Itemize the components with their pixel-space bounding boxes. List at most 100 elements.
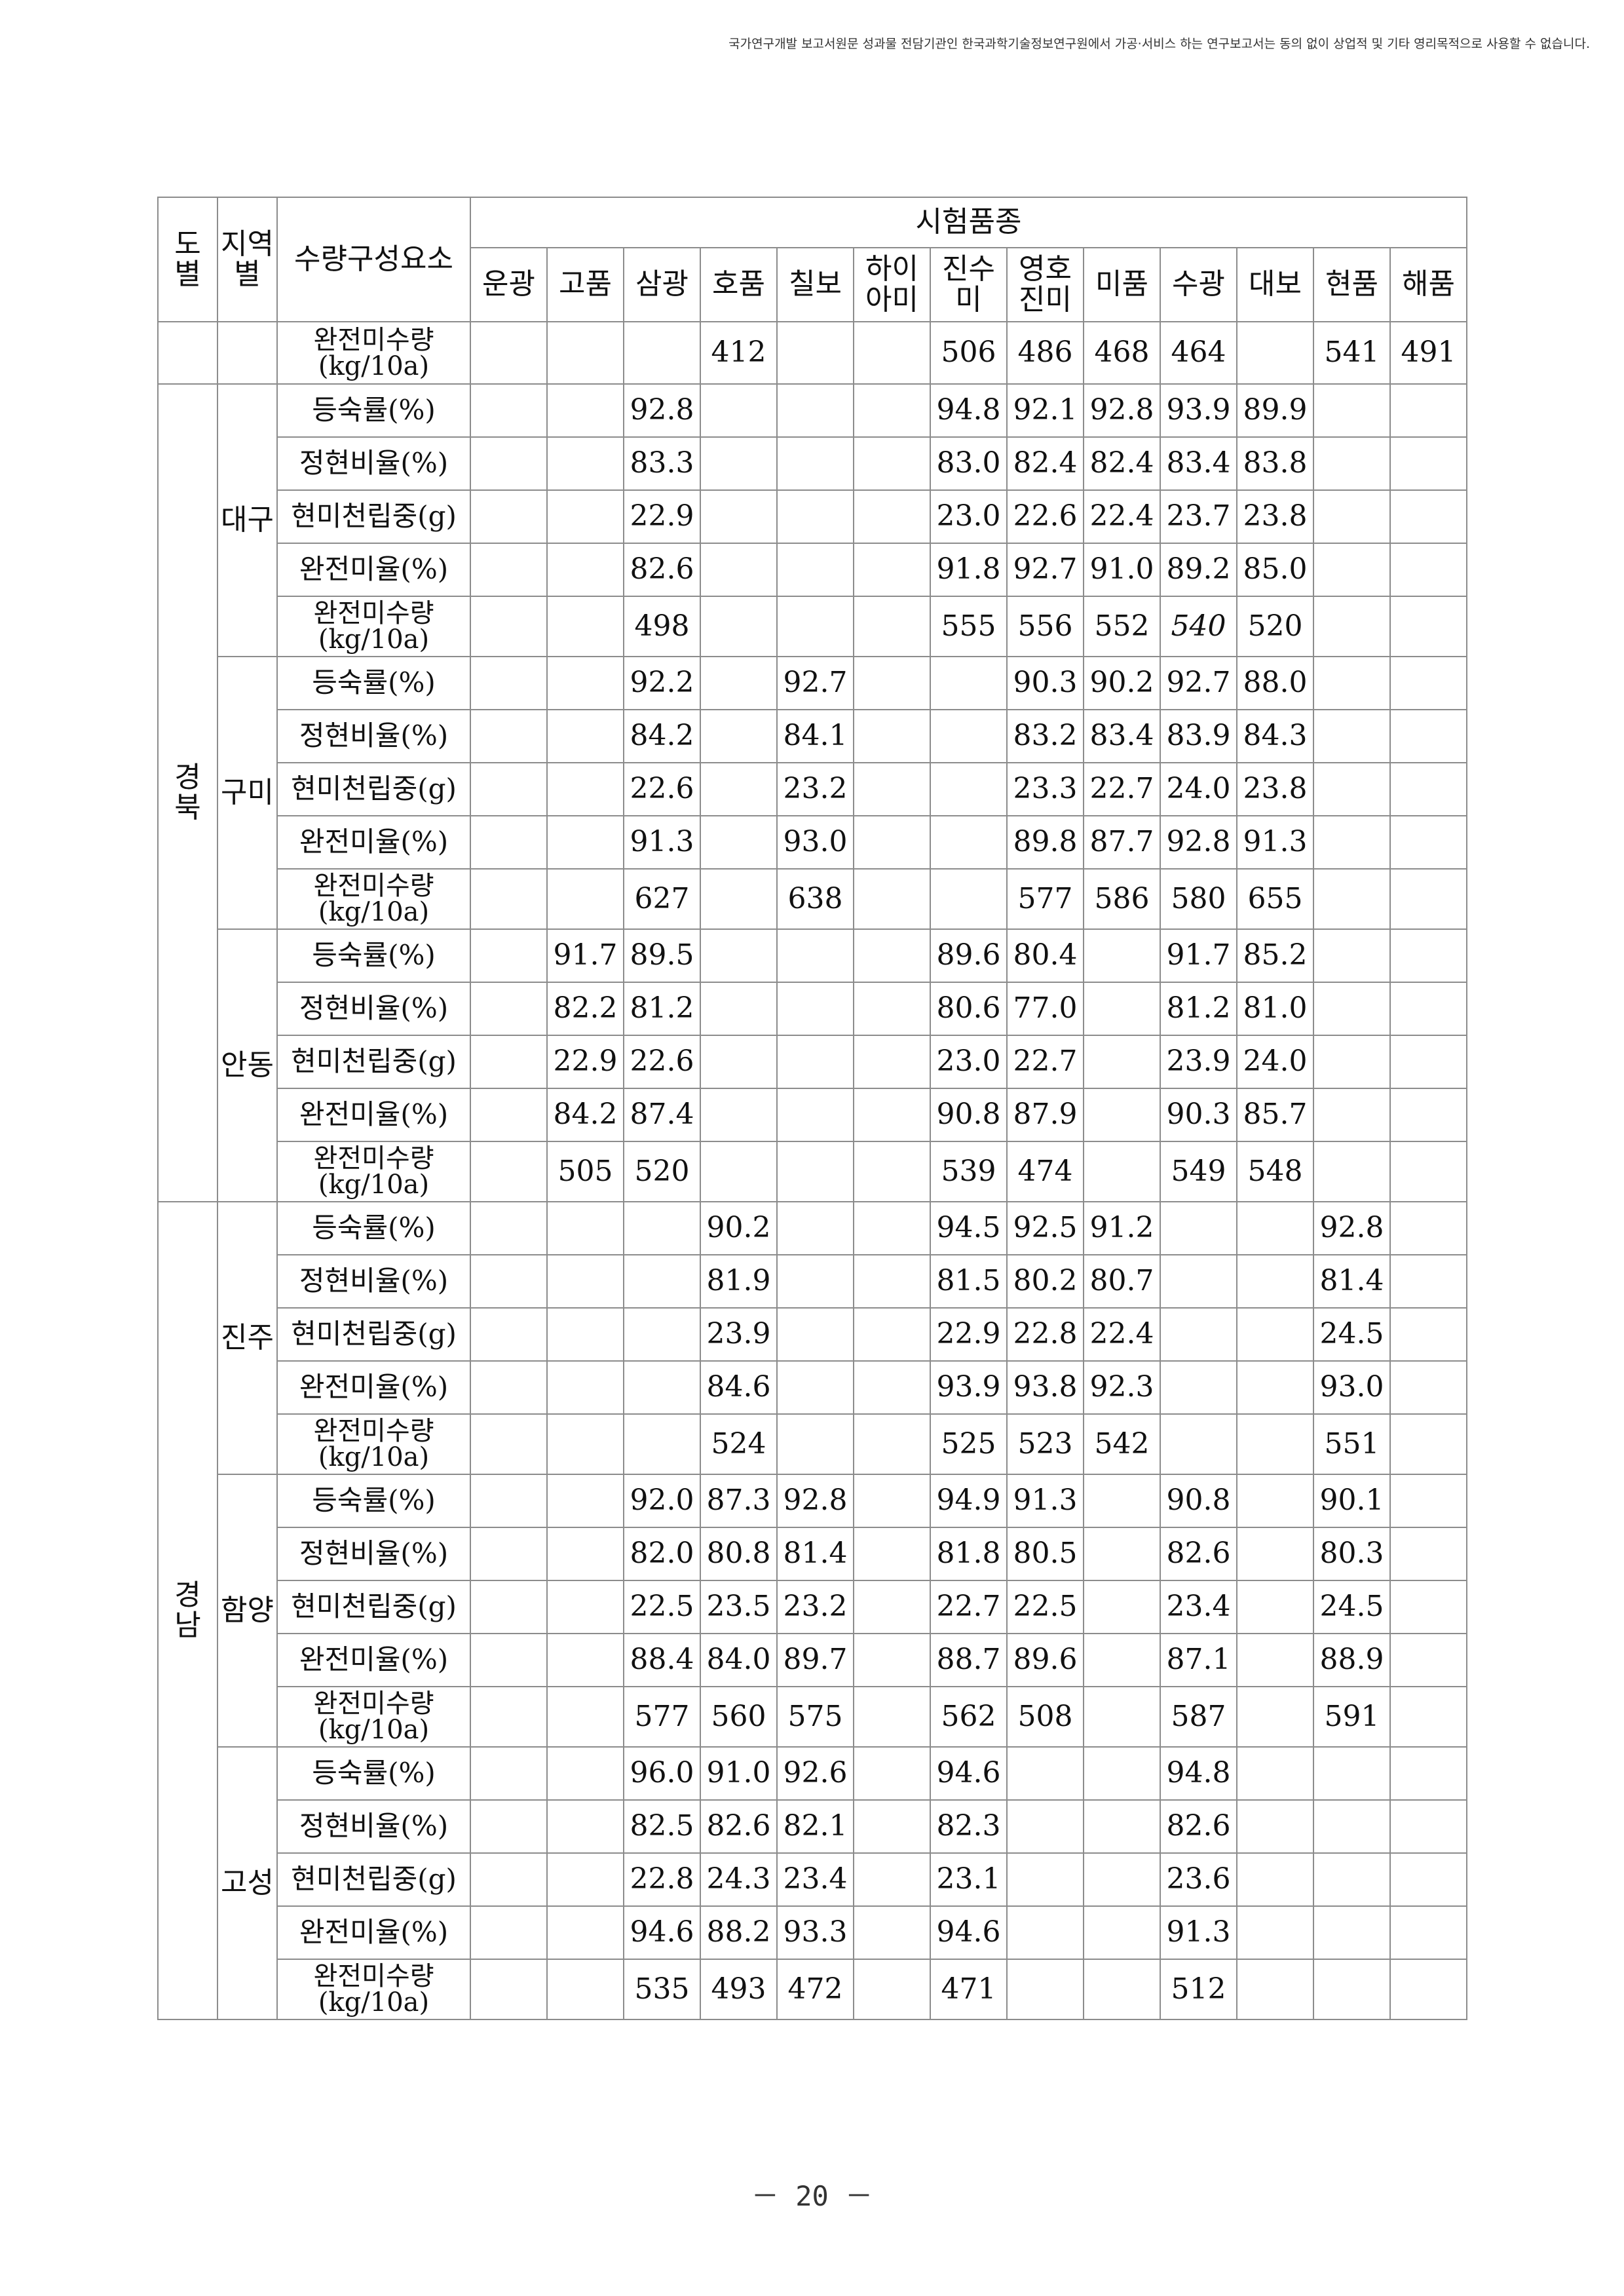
value-cell: 551 [1313,1413,1391,1475]
value-cell [1236,1413,1314,1475]
value-cell [853,1686,931,1748]
value-cell [1083,1088,1161,1142]
value-cell [1313,1799,1391,1854]
value-cell [853,815,931,870]
component-label: 등숙률(%) [276,928,471,983]
value-cell [853,1360,931,1415]
value-cell: 22.4 [1083,1307,1161,1362]
value-cell: 491 [1389,321,1467,385]
component-label-text: 완전미율(%) [299,826,449,858]
region-cell: 함양 [217,1474,278,1748]
component-label: 완전미율(%) [276,1905,471,1960]
value-cell: 23.6 [1160,1852,1237,1907]
value-cell [1083,1527,1161,1581]
region-cell: 진주 [217,1201,278,1475]
component-label-top: 완전미수량 [313,1961,434,1991]
province-name: 경 [174,760,201,794]
value-cell: 486 [1006,321,1084,385]
value-cell [1313,1035,1391,1089]
value-cell [1083,1580,1161,1634]
value-cell [1083,1141,1161,1202]
value-cell: 468 [1083,321,1161,385]
value-cell: 83.8 [1236,436,1314,491]
value-cell: 80.6 [930,982,1008,1036]
value-cell [853,1141,931,1202]
value-cell [1083,1959,1161,2020]
component-label: 완전미율(%) [276,815,471,870]
table-row: 경 북 대구 등숙률(%) 92.8 94.8 92.1 92.8 93.9 89.9 [157,383,1467,1202]
value-cell [1236,1633,1314,1687]
value-cell [1389,1088,1467,1142]
region-name: 구미 [221,775,274,809]
value-cell: 93.8 [1006,1360,1084,1415]
value-cell [546,1527,624,1581]
table-row: 완전미율(%) 84.2 87.4 90.8 87.9 90.3 85.7 [158,1088,1467,1142]
variety-name: 해품 [1402,267,1455,301]
component-label-text: 완전미율(%) [299,553,449,586]
value-cell [546,1580,624,1634]
variety-name: 현품 [1325,267,1378,301]
value-cell: 82.6 [1160,1527,1237,1581]
value-cell [1313,1746,1391,1801]
value-cell [930,709,1008,763]
component-label-text: 현미천립중(g) [291,773,457,805]
variety-name: 칠보 [789,267,842,301]
value-cell [1160,1201,1237,1255]
value-cell [853,1633,931,1687]
value-cell [470,1686,548,1748]
value-cell: 412 [700,321,778,385]
component-label: 완전미율(%) [276,1088,471,1142]
value-cell [546,1474,624,1528]
component-label: 완전미수량 (kg/10a) [276,868,471,930]
value-cell [1083,1746,1161,1801]
value-cell [546,1360,624,1415]
value-cell [1236,1254,1314,1309]
value-cell: 92.2 [623,656,701,710]
value-cell [1006,1746,1084,1801]
value-cell: 90.3 [1160,1088,1237,1142]
value-cell: 92.3 [1083,1360,1161,1415]
variety-name: 삼광 [635,267,689,301]
value-cell [623,321,701,385]
value-cell: 524 [700,1413,778,1475]
value-cell [546,709,624,763]
variety-header: 삼광 [623,247,701,322]
value-cell: 23.9 [700,1307,778,1362]
value-cell [1389,1201,1467,1255]
value-cell: 493 [700,1959,778,2020]
value-cell [546,1307,624,1362]
value-cell: 93.0 [1313,1360,1391,1415]
value-cell: 91.2 [1083,1201,1161,1255]
value-cell [1389,1413,1467,1475]
value-cell: 580 [1160,868,1237,930]
value-cell: 81.0 [1236,982,1314,1036]
value-cell [853,1905,931,1960]
value-cell: 22.5 [623,1580,701,1634]
value-cell [1236,1580,1314,1634]
variety-header: 해품 [1389,247,1467,322]
variety-header: 영호 진미 [1006,247,1084,322]
value-cell [470,321,548,385]
value-cell [1236,1474,1314,1528]
value-cell: 91.3 [623,815,701,870]
value-cell [1313,1088,1391,1142]
component-label: 완전미수량 (kg/10a) [276,1141,471,1202]
value-cell [470,1580,548,1634]
value-cell: 22.5 [1006,1580,1084,1634]
value-cell: 81.5 [930,1254,1008,1309]
value-cell: 88.0 [1236,656,1314,710]
value-cell [853,543,931,597]
value-cell: 22.8 [623,1852,701,1907]
value-cell [853,709,931,763]
value-cell [470,383,548,438]
value-cell [546,383,624,438]
component-label: 완전미율(%) [276,1360,471,1415]
component-label-text: 현미천립중(g) [291,1590,457,1623]
value-cell: 22.9 [623,489,701,544]
value-cell [1389,1633,1467,1687]
value-cell: 85.7 [1236,1088,1314,1142]
value-cell: 523 [1006,1413,1084,1475]
value-cell [470,1746,548,1801]
province-name: 경 [174,1578,201,1612]
value-cell: 23.0 [930,489,1008,544]
